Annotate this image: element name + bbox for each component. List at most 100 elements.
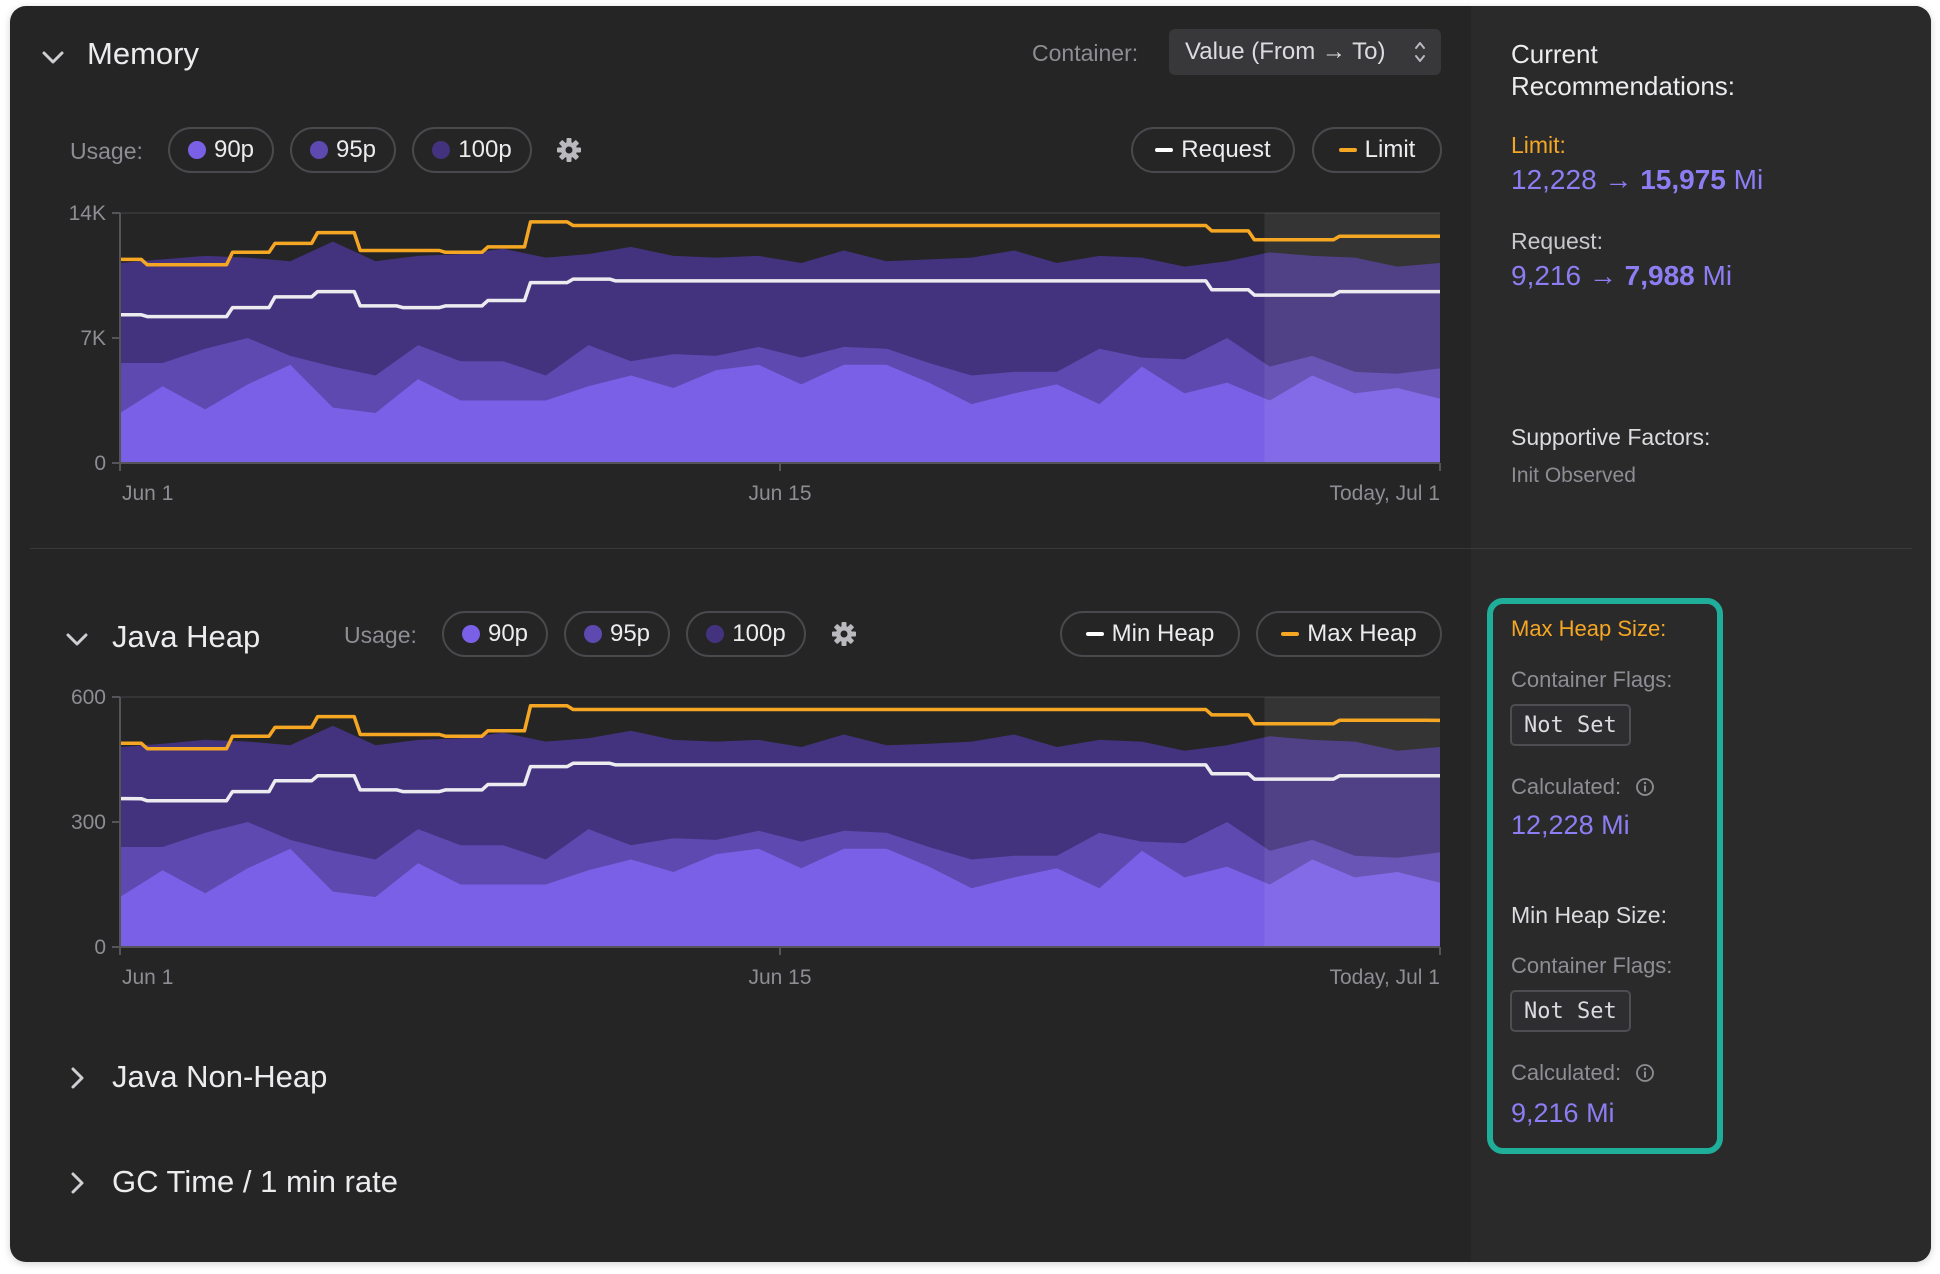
usage-pill-95p[interactable]: 95p bbox=[564, 611, 670, 657]
series-area-90p bbox=[120, 364, 1440, 463]
legend-dot-icon bbox=[432, 141, 451, 159]
request-to: 7,988 bbox=[1624, 260, 1695, 291]
section-title: Java Non-Heap bbox=[112, 1059, 328, 1094]
forecast-shade bbox=[1264, 213, 1440, 463]
legend-max-heap-button[interactable]: Max Heap bbox=[1256, 611, 1442, 657]
y-tick-label: 600 bbox=[71, 686, 106, 709]
collapse-chevron-icon[interactable] bbox=[38, 42, 68, 72]
memory-title: Memory bbox=[87, 36, 199, 71]
container-flags-value: Not Set bbox=[1510, 704, 1631, 746]
y-tick-label: 0 bbox=[94, 936, 106, 959]
section-gc-time[interactable]: GC Time / 1 min rate bbox=[62, 1164, 562, 1204]
info-icon[interactable] bbox=[1635, 1063, 1655, 1083]
usage-pill-90p[interactable]: 90p bbox=[168, 127, 274, 173]
limit-to: 15,975 bbox=[1640, 164, 1726, 195]
expand-chevron-icon bbox=[62, 1168, 92, 1198]
legend-dot-icon bbox=[706, 625, 725, 643]
usage-label: Usage: bbox=[70, 138, 143, 164]
x-tick-label: Jun 1 bbox=[122, 966, 173, 989]
recommendations-heading: Current Recommendations: bbox=[1511, 39, 1735, 101]
arrow-icon: → bbox=[1588, 260, 1617, 291]
pill-label: 90p bbox=[213, 136, 255, 163]
min-heap-calculated-value: 9,216 Mi bbox=[1511, 1098, 1615, 1128]
series-line-Request bbox=[119, 277, 1441, 319]
gear-icon[interactable] bbox=[555, 136, 583, 164]
container-select-value: Value (From → To) bbox=[1185, 38, 1386, 65]
x-tick-label: Today, Jul 1 bbox=[1329, 482, 1440, 505]
legend-dash-icon bbox=[1155, 148, 1174, 152]
supportive-factors-label: Supportive Factors: bbox=[1511, 424, 1711, 450]
legend-request-button[interactable]: Request bbox=[1131, 127, 1295, 173]
limit-value: 12,228 → 15,975 Mi bbox=[1511, 164, 1763, 196]
pill-label: 95p bbox=[335, 136, 377, 163]
x-tick-label: Jun 1 bbox=[122, 482, 173, 505]
container-label: Container: bbox=[1032, 40, 1139, 66]
y-tick-label: 14K bbox=[69, 202, 106, 225]
limit-from: 12,228 bbox=[1511, 164, 1597, 195]
calculated-text: Calculated: bbox=[1511, 774, 1622, 799]
legend-label: Limit bbox=[1364, 136, 1416, 163]
forecast-shade bbox=[1264, 697, 1440, 947]
max-heap-calculated-value: 12,228 Mi bbox=[1511, 810, 1630, 840]
series-area-90p bbox=[120, 848, 1440, 947]
section-java-non-heap[interactable]: Java Non-Heap bbox=[62, 1059, 462, 1099]
series-line-Min Heap bbox=[119, 761, 1441, 803]
usage-pill-90p[interactable]: 90p bbox=[442, 611, 548, 657]
section-divider bbox=[30, 548, 1912, 549]
section-title: GC Time / 1 min rate bbox=[112, 1164, 398, 1199]
limit-unit: Mi bbox=[1733, 164, 1764, 195]
x-tick-label: Jun 15 bbox=[748, 482, 811, 505]
series-line-Limit bbox=[119, 220, 1441, 267]
y-tick-label: 0 bbox=[94, 452, 106, 475]
y-tick-label: 300 bbox=[71, 811, 106, 834]
container-flags-label: Container Flags: bbox=[1511, 953, 1673, 978]
x-tick-label: Jun 15 bbox=[748, 966, 811, 989]
sort-arrows-icon bbox=[1415, 42, 1425, 62]
calculated-text: Calculated: bbox=[1511, 1060, 1622, 1085]
legend-dot-icon bbox=[309, 141, 328, 159]
legend-label: Request bbox=[1181, 136, 1271, 163]
recommendations-panel bbox=[1471, 6, 1931, 1262]
request-value: 9,216 → 7,988 Mi bbox=[1511, 260, 1732, 292]
memory-chart: 0 7K 14K Jun 1 Jun 15 Today, Jul 1 bbox=[69, 202, 1441, 505]
legend-dot-icon bbox=[187, 141, 206, 159]
java-heap-chart: 0 300 600 Jun 1 Jun 15 Today, Jul 1 bbox=[71, 686, 1441, 989]
pill-label: 90p bbox=[487, 620, 529, 647]
java-heap-title: Java Heap bbox=[112, 619, 261, 654]
legend-label: Min Heap bbox=[1111, 620, 1215, 647]
usage-label: Usage: bbox=[344, 622, 417, 648]
legend-dash-icon bbox=[1338, 148, 1357, 152]
container-flags-value: Not Set bbox=[1510, 990, 1631, 1032]
legend-dot-icon bbox=[583, 625, 602, 643]
calculated-label: Calculated: bbox=[1511, 774, 1655, 800]
limit-label: Limit: bbox=[1511, 132, 1566, 158]
collapse-chevron-icon[interactable] bbox=[62, 624, 92, 654]
series-line-Max Heap bbox=[119, 704, 1441, 751]
request-label: Request: bbox=[1511, 228, 1604, 254]
info-icon[interactable] bbox=[1635, 777, 1655, 797]
usage-pill-100p[interactable]: 100p bbox=[412, 127, 532, 173]
usage-pill-100p[interactable]: 100p bbox=[686, 611, 806, 657]
pill-label: 95p bbox=[609, 620, 651, 647]
pill-label: 100p bbox=[732, 620, 786, 647]
calculated-label: Calculated: bbox=[1511, 1060, 1655, 1086]
container-select[interactable]: Value (From → To) bbox=[1169, 29, 1441, 75]
supportive-factors-value: Init Observed bbox=[1511, 464, 1636, 487]
legend-dash-icon bbox=[1085, 632, 1104, 636]
min-heap-size-label: Min Heap Size: bbox=[1511, 902, 1667, 928]
request-from: 9,216 bbox=[1511, 260, 1582, 291]
arrow-icon: → bbox=[1604, 164, 1633, 195]
legend-limit-button[interactable]: Limit bbox=[1312, 127, 1442, 173]
legend-dash-icon bbox=[1281, 632, 1300, 636]
expand-chevron-icon bbox=[62, 1063, 92, 1093]
request-unit: Mi bbox=[1702, 260, 1733, 291]
gear-icon[interactable] bbox=[830, 620, 858, 648]
legend-min-heap-button[interactable]: Min Heap bbox=[1060, 611, 1240, 657]
legend-label: Max Heap bbox=[1307, 620, 1417, 647]
legend-dot-icon bbox=[461, 625, 480, 643]
container-flags-label: Container Flags: bbox=[1511, 667, 1673, 692]
app-window: Memory Container: Value (From → To) Usag… bbox=[10, 6, 1931, 1262]
max-heap-size-label: Max Heap Size: bbox=[1511, 616, 1667, 641]
usage-pill-95p[interactable]: 95p bbox=[290, 127, 396, 173]
heap-recommendation-highlight bbox=[1487, 598, 1723, 1154]
